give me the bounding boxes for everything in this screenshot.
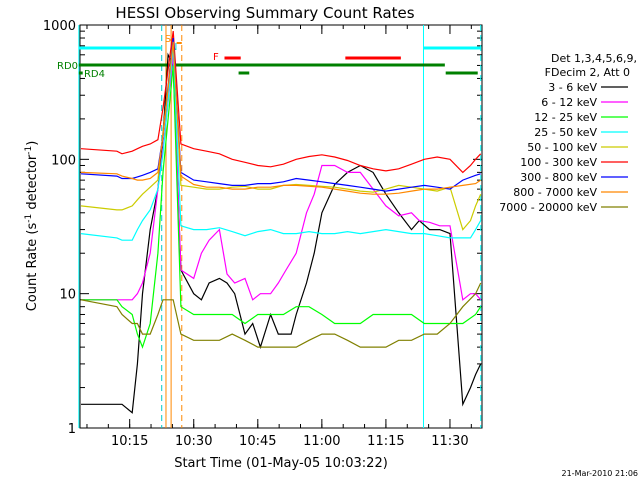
legend-header-2: FDecim 2, Att 0 xyxy=(545,66,630,79)
legend-header-1: Det 1,3,4,5,6,9, xyxy=(551,52,637,65)
y-tick-label: 1 xyxy=(68,422,76,437)
x-tick-label: 11:00 xyxy=(303,434,340,449)
legend-label: 6 - 12 keV xyxy=(541,96,597,109)
legend: Det 1,3,4,5,6,9, FDecim 2, Att 0 3 - 6 k… xyxy=(499,52,637,214)
series-line xyxy=(80,282,482,348)
legend-label: 300 - 800 keV xyxy=(520,171,597,184)
series-line xyxy=(81,54,482,301)
y-axis-label-mid: detector xyxy=(25,154,40,214)
y-axis-label-post: ) xyxy=(25,141,40,146)
plot-frame xyxy=(79,24,483,429)
y-axis: 1 10 100 1000 xyxy=(43,19,482,437)
y-tick-label: 1000 xyxy=(43,19,76,34)
y-axis-label-pre: Count Rate (s xyxy=(25,223,40,312)
x-tick-label: 10:30 xyxy=(175,434,212,449)
y-axis-label-sup2: -1 xyxy=(24,146,34,155)
series-line xyxy=(80,31,482,174)
x-tick-label: 10:15 xyxy=(111,434,148,449)
flag-label-rd0: RD0 xyxy=(57,61,78,72)
y-tick-label: 100 xyxy=(51,153,76,168)
chart-title: HESSI Observing Summary Count Rates xyxy=(115,4,414,22)
flag-label-s: S xyxy=(165,34,171,45)
legend-label: 3 - 6 keV xyxy=(548,81,597,94)
flag-label-f: F xyxy=(213,52,219,63)
legend-entries: 3 - 6 keV 6 - 12 keV 12 - 25 keV 25 - 50 ke… xyxy=(499,81,628,214)
x-tick-label: 10:45 xyxy=(239,434,276,449)
series-line xyxy=(80,37,481,192)
legend-label: 50 - 100 keV xyxy=(527,141,597,154)
y-tick-label: 10 xyxy=(59,288,76,303)
timestamp: 21-Mar-2010 21:06 xyxy=(562,469,639,478)
legend-label: 100 - 300 keV xyxy=(520,156,597,169)
flag-label-rd4: RD4 xyxy=(84,69,105,80)
series-lines xyxy=(80,31,482,414)
series-line xyxy=(80,37,482,231)
y-axis-label-sup: -1 xyxy=(24,214,34,223)
legend-label: 800 - 7000 keV xyxy=(513,186,597,199)
x-tick-label: 11:15 xyxy=(367,434,404,449)
y-axis-label: Count Rate (s-1 detector-1) xyxy=(24,141,40,312)
x-tick-label: 11:30 xyxy=(431,434,468,449)
x-axis-label: Start Time (01-May-05 10:03:22) xyxy=(174,456,388,471)
series-line xyxy=(81,65,482,349)
series-line xyxy=(80,41,482,195)
series-line xyxy=(80,45,482,241)
x-axis: 10:15 10:30 10:45 11:00 11:15 11:30 xyxy=(86,25,472,449)
legend-label: 7000 - 20000 keV xyxy=(499,201,597,214)
legend-label: 25 - 50 keV xyxy=(534,126,597,139)
legend-label: 12 - 25 keV xyxy=(534,111,597,124)
